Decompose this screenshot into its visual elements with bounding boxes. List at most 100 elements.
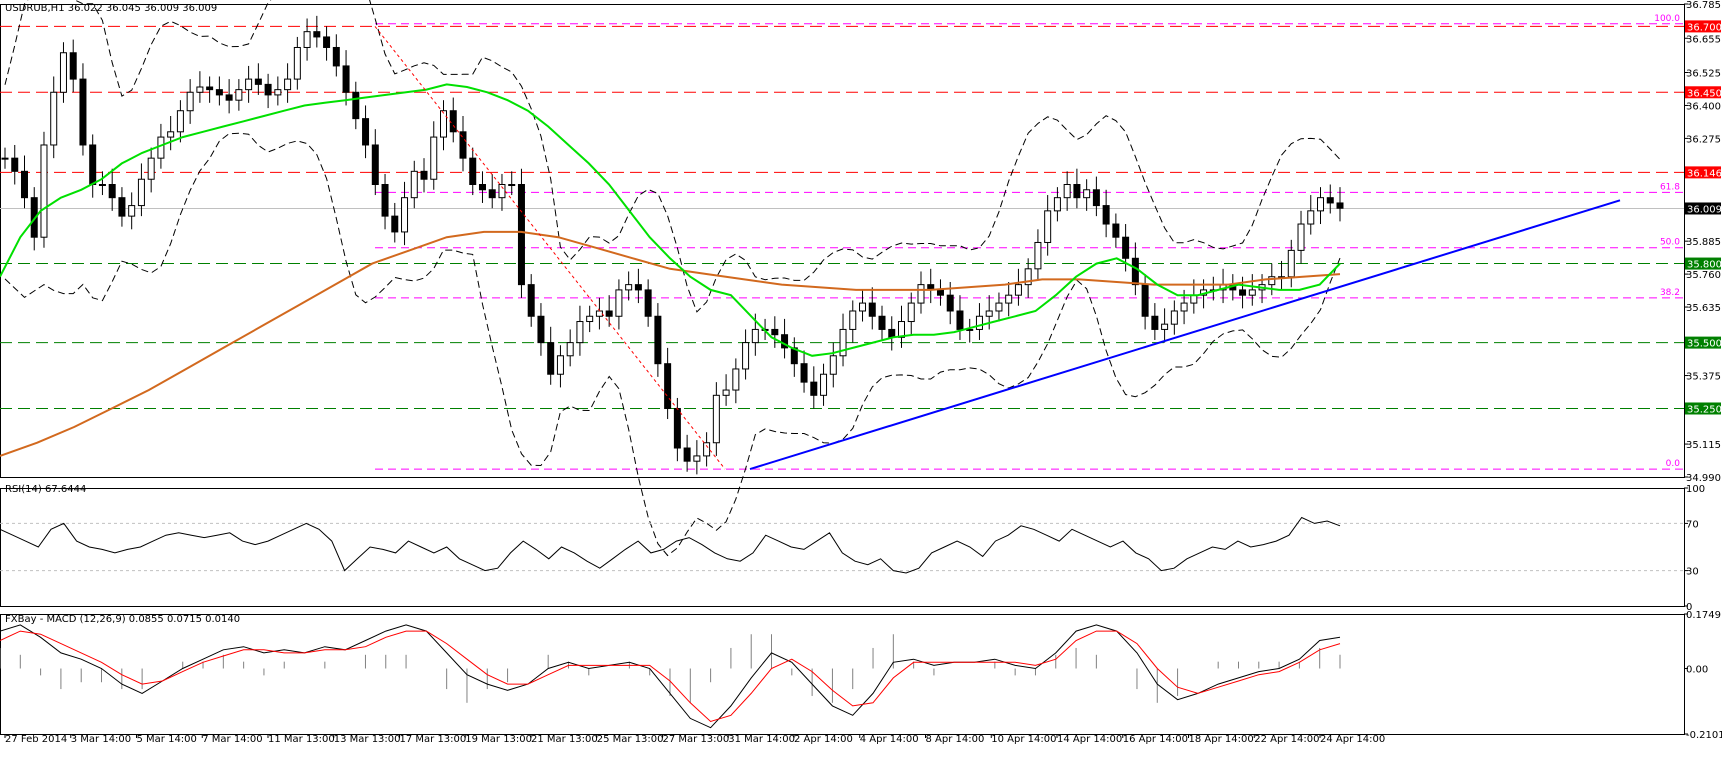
macd-tick-label: 0.00 bbox=[1686, 665, 1708, 676]
candle-body bbox=[391, 215, 399, 233]
x-tick-label: 27 Feb 2014 bbox=[5, 734, 67, 745]
x-tick-label: 22 Apr 14:00 bbox=[1254, 734, 1319, 745]
macd-title: FXBay - MACD (12,26,9) 0.0855 0.0715 0.0… bbox=[5, 614, 240, 625]
price-tick-label: 36.525 bbox=[1686, 69, 1721, 80]
candle-body bbox=[800, 363, 808, 383]
candle-body bbox=[771, 328, 779, 336]
candle-body bbox=[284, 78, 292, 91]
level-badge bbox=[1685, 336, 1721, 349]
candle-body bbox=[654, 315, 662, 365]
price-tick-label: 35.760 bbox=[1686, 270, 1721, 281]
candle-body bbox=[1005, 294, 1013, 304]
candle-body bbox=[1161, 323, 1169, 330]
fib-label: 100.0 bbox=[1654, 14, 1680, 24]
price-tick-label: 35.115 bbox=[1686, 440, 1721, 451]
candle-body bbox=[11, 157, 19, 172]
candle-body bbox=[839, 328, 847, 357]
candle-body bbox=[956, 310, 964, 330]
candle-body bbox=[781, 334, 789, 349]
candle-body bbox=[849, 310, 857, 330]
candle-body bbox=[254, 78, 262, 85]
candle-body bbox=[1190, 294, 1198, 304]
x-tick-label: 13 Mar 13:00 bbox=[334, 734, 401, 745]
candle-body bbox=[907, 302, 915, 323]
candle-body bbox=[293, 46, 301, 80]
rsi-tick-label: 100 bbox=[1686, 484, 1705, 495]
level-badge bbox=[1685, 257, 1721, 270]
macd-tick-label: 0.1749 bbox=[1686, 610, 1721, 621]
candle-body bbox=[936, 289, 944, 296]
bollinger-upper bbox=[4, 0, 1341, 313]
candle-body bbox=[810, 381, 818, 396]
candle-body bbox=[1336, 202, 1344, 209]
candle-body bbox=[410, 170, 418, 199]
candle-body bbox=[1102, 205, 1110, 225]
fib-label: 61.8 bbox=[1660, 182, 1680, 192]
level-label: 36.700 bbox=[1687, 22, 1722, 33]
candle-body bbox=[79, 78, 87, 146]
candle-body bbox=[703, 442, 711, 457]
candle-body bbox=[1024, 268, 1032, 286]
candle-body bbox=[615, 289, 623, 317]
candle-body bbox=[693, 455, 701, 462]
candle-body bbox=[147, 157, 155, 180]
candle-body bbox=[1239, 289, 1247, 296]
candle-body bbox=[595, 310, 603, 317]
candle-body bbox=[459, 131, 467, 159]
candle-body bbox=[478, 184, 486, 191]
ma-fast-line bbox=[0, 83, 1341, 357]
candle-body bbox=[59, 52, 67, 93]
candle-body bbox=[634, 284, 642, 291]
candle-body bbox=[527, 284, 535, 317]
candle-body bbox=[1268, 276, 1276, 286]
x-tick-label: 5 Mar 14:00 bbox=[137, 734, 197, 745]
fib-trend-line bbox=[374, 26, 726, 470]
price-tick-label: 34.990 bbox=[1686, 473, 1721, 484]
candle-body bbox=[576, 321, 584, 344]
candle-body bbox=[556, 355, 564, 375]
candle-body bbox=[820, 373, 828, 396]
candle-body bbox=[430, 136, 438, 180]
bollinger-lower bbox=[4, 132, 1341, 557]
candle-body bbox=[966, 328, 974, 331]
candle-body bbox=[547, 342, 555, 375]
x-tick-label: 31 Mar 14:00 bbox=[728, 734, 795, 745]
candle-body bbox=[732, 368, 740, 391]
candle-body bbox=[1073, 184, 1081, 199]
candle-body bbox=[859, 302, 867, 312]
candle-body bbox=[878, 315, 886, 330]
candle-body bbox=[1297, 223, 1305, 251]
candle-body bbox=[449, 110, 457, 133]
candle-body bbox=[985, 310, 993, 317]
candle-body bbox=[89, 144, 97, 186]
rsi-tick-label: 70 bbox=[1686, 519, 1699, 530]
panel-frame bbox=[0, 614, 1685, 735]
candle-body bbox=[323, 36, 331, 48]
candle-body bbox=[946, 294, 954, 312]
candle-body bbox=[362, 118, 370, 146]
candle-body bbox=[381, 184, 389, 217]
candle-body bbox=[303, 31, 311, 48]
ma-slow-line bbox=[0, 230, 1341, 457]
candle-body bbox=[186, 91, 194, 112]
candle-body bbox=[176, 110, 184, 133]
candle-body bbox=[137, 178, 145, 207]
candle-body bbox=[673, 407, 681, 449]
price-panel: 36.78536.65536.52536.40036.27536.14536.0… bbox=[0, 0, 1722, 557]
x-tick-label: 3 Mar 14:00 bbox=[71, 734, 131, 745]
candle-body bbox=[225, 94, 233, 101]
x-tick-label: 21 Mar 13:00 bbox=[531, 734, 598, 745]
candle-body bbox=[128, 205, 136, 217]
rsi-tick-label: 30 bbox=[1686, 567, 1699, 578]
candle-body bbox=[664, 363, 672, 409]
candle-body bbox=[1112, 223, 1120, 238]
candle-body bbox=[167, 131, 175, 138]
candle-body bbox=[1053, 197, 1061, 212]
candle-body bbox=[118, 197, 126, 217]
price-tick-label: 35.885 bbox=[1686, 237, 1721, 248]
candle-body bbox=[683, 447, 691, 462]
candle-body bbox=[206, 86, 214, 91]
candle-body bbox=[469, 157, 477, 186]
x-tick-label: 11 Mar 13:00 bbox=[268, 734, 335, 745]
